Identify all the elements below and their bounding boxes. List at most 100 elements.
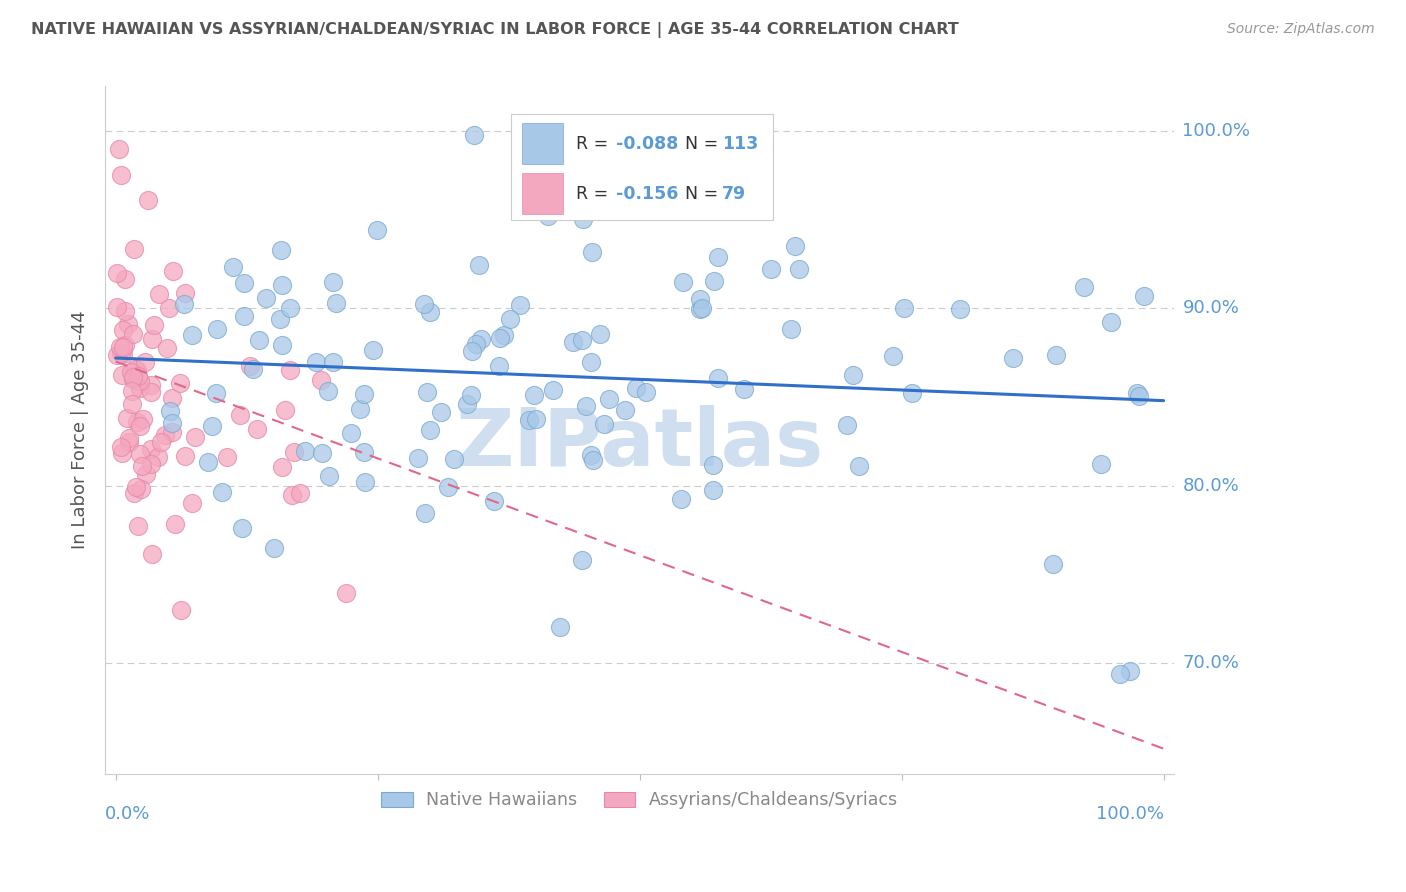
Point [598, 392, 620, 407]
Point [165, 516, 187, 531]
Point [456, 396, 478, 410]
Point [242, 362, 264, 376]
Point [148, 286, 170, 301]
Text: 100.0%: 100.0% [1095, 805, 1164, 823]
Point [271, 338, 294, 352]
Point [141, 332, 163, 346]
Point [136, 193, 159, 207]
Point [263, 541, 285, 555]
Point [222, 260, 245, 275]
Text: 80.0%: 80.0% [1182, 477, 1239, 495]
Point [121, 384, 143, 399]
Point [118, 431, 141, 445]
Point [128, 447, 150, 461]
Point [125, 363, 148, 377]
Text: -0.156: -0.156 [616, 185, 679, 202]
Point [122, 485, 145, 500]
Text: 79: 79 [721, 185, 747, 202]
Point [548, 620, 571, 634]
Point [571, 553, 593, 567]
Point [733, 383, 755, 397]
Point [281, 488, 304, 502]
Point [181, 495, 204, 509]
FancyBboxPatch shape [522, 173, 562, 214]
Point [150, 434, 173, 449]
Point [211, 485, 233, 500]
Legend: Native Hawaiians, Assyrians/Chaldeans/Syriacs: Native Hawaiians, Assyrians/Chaldeans/Sy… [374, 784, 905, 816]
Point [430, 405, 453, 419]
Point [271, 278, 294, 293]
Point [419, 305, 441, 319]
Point [141, 548, 163, 562]
Point [499, 312, 522, 326]
Point [162, 264, 184, 278]
Point [437, 480, 460, 494]
Point [509, 298, 531, 312]
Point [239, 359, 262, 373]
Point [707, 250, 730, 264]
Point [110, 346, 132, 360]
Point [207, 322, 229, 336]
Point [129, 482, 152, 496]
Point [690, 301, 713, 316]
Point [229, 409, 252, 423]
Point [787, 261, 810, 276]
Point [160, 391, 183, 405]
Point [318, 468, 340, 483]
Text: Source: ZipAtlas.com: Source: ZipAtlas.com [1227, 22, 1375, 37]
Point [117, 411, 139, 425]
Point [759, 262, 782, 277]
Point [122, 243, 145, 257]
Point [613, 403, 636, 417]
Point [135, 467, 157, 481]
Point [232, 277, 254, 291]
Point [160, 425, 183, 439]
Point [246, 422, 269, 436]
Point [562, 334, 585, 349]
Point [1109, 667, 1132, 681]
Point [197, 455, 219, 469]
Point [672, 275, 695, 289]
Point [1133, 289, 1156, 303]
Point [157, 301, 180, 316]
Point [125, 415, 148, 429]
Point [882, 349, 904, 363]
Point [269, 312, 291, 326]
Point [121, 369, 143, 384]
Y-axis label: In Labor Force | Age 35-44: In Labor Force | Age 35-44 [72, 310, 89, 549]
Point [159, 404, 181, 418]
Point [217, 450, 239, 464]
Point [413, 507, 436, 521]
Point [517, 413, 540, 427]
Point [460, 388, 482, 402]
Point [572, 212, 595, 227]
Point [537, 209, 560, 223]
Point [707, 371, 730, 385]
Point [233, 309, 256, 323]
Point [162, 417, 184, 431]
Point [669, 492, 692, 507]
Point [634, 384, 657, 399]
Point [322, 355, 344, 369]
Point [304, 355, 326, 369]
Point [949, 301, 972, 316]
Point [543, 383, 565, 397]
Point [128, 381, 150, 395]
Point [492, 327, 515, 342]
Point [325, 296, 347, 310]
Text: 90.0%: 90.0% [1182, 300, 1239, 318]
Point [1042, 558, 1064, 572]
Point [361, 343, 384, 357]
Point [288, 486, 311, 500]
Point [468, 258, 491, 272]
Point [524, 412, 547, 426]
Point [205, 385, 228, 400]
Point [901, 385, 924, 400]
Point [141, 458, 163, 472]
Text: 113: 113 [721, 135, 758, 153]
Point [1002, 351, 1025, 365]
Point [139, 377, 162, 392]
Point [893, 301, 915, 316]
Point [127, 519, 149, 533]
Point [105, 266, 128, 280]
